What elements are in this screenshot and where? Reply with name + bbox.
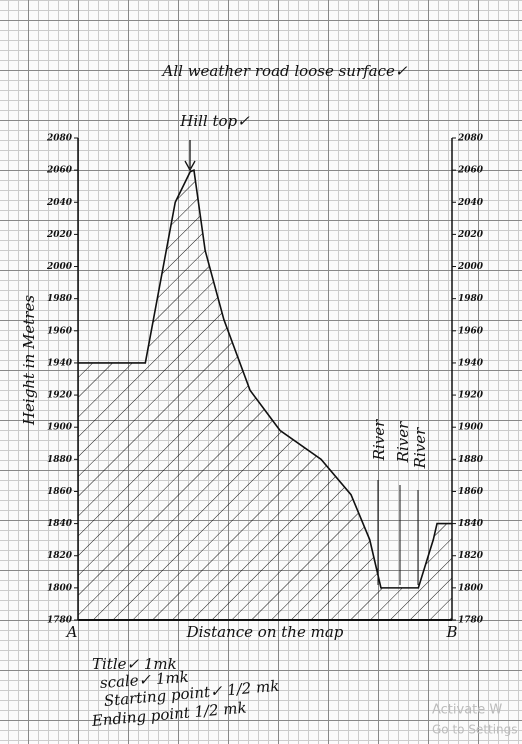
end-label: B <box>445 623 457 641</box>
y-tick-label-right: 1780 <box>458 616 484 626</box>
y-tick-label-right: 1880 <box>458 455 484 465</box>
y-tick-label: 1820 <box>47 551 73 561</box>
y-tick-label-right: 2060 <box>457 166 484 176</box>
area-fill <box>78 170 452 620</box>
watermark: Go to Settings <box>432 723 518 737</box>
y-tick-label: 2080 <box>46 134 73 144</box>
y-tick-label-right: 1980 <box>458 294 484 304</box>
y-tick-label: 1960 <box>47 326 73 336</box>
y-tick-label-right: 2080 <box>457 134 484 144</box>
river-markers: River River River <box>370 419 429 585</box>
y-axis-label: Height in Metres <box>20 295 38 426</box>
river-label: River <box>370 419 388 461</box>
y-tick-label: 1800 <box>47 583 73 593</box>
marking-note: Title✓ 1mk <box>92 655 177 673</box>
y-tick-label-right: 1840 <box>458 519 484 529</box>
y-tick-label-right: 1800 <box>458 583 484 593</box>
y-tick-label: 2040 <box>46 198 73 208</box>
river-label: River <box>411 427 429 469</box>
y-tick-label-right: 1920 <box>458 391 484 401</box>
y-tick-label: 1840 <box>47 519 73 529</box>
y-tick-label: 2000 <box>46 262 73 272</box>
y-tick-label-right: 2020 <box>457 230 484 240</box>
y-tick-label-right: 1860 <box>458 487 484 497</box>
y-tick-label: 1900 <box>47 423 73 433</box>
x-axis-label: Distance on the map <box>186 623 344 641</box>
y-tick-label-right: 2040 <box>457 198 484 208</box>
profile-line <box>78 168 452 589</box>
y-tick-label-right: 2000 <box>457 262 484 272</box>
y-tick-label: 1940 <box>47 358 73 368</box>
y-tick-label-right: 1960 <box>458 326 484 336</box>
river-label: River <box>394 421 412 463</box>
y-tick-label: 1880 <box>47 455 73 465</box>
y-tick-label: 2060 <box>46 166 73 176</box>
y-tick-label: 1860 <box>47 487 73 497</box>
start-label: A <box>65 623 78 641</box>
y-tick-label: 1780 <box>47 616 73 626</box>
peak-arrow-head <box>184 160 196 172</box>
y-tick-label: 1980 <box>47 294 73 304</box>
chart-title: All weather road loose surface✓ <box>161 62 408 80</box>
watermark: Activate W <box>432 703 502 718</box>
y-tick-label-right: 1900 <box>458 423 484 433</box>
y-tick-label: 1920 <box>47 391 73 401</box>
y-tick-label: 2020 <box>46 230 73 240</box>
peak-label: Hill top✓ <box>179 112 250 130</box>
y-tick-label-right: 1820 <box>458 551 484 561</box>
y-tick-label-right: 1940 <box>458 358 484 368</box>
